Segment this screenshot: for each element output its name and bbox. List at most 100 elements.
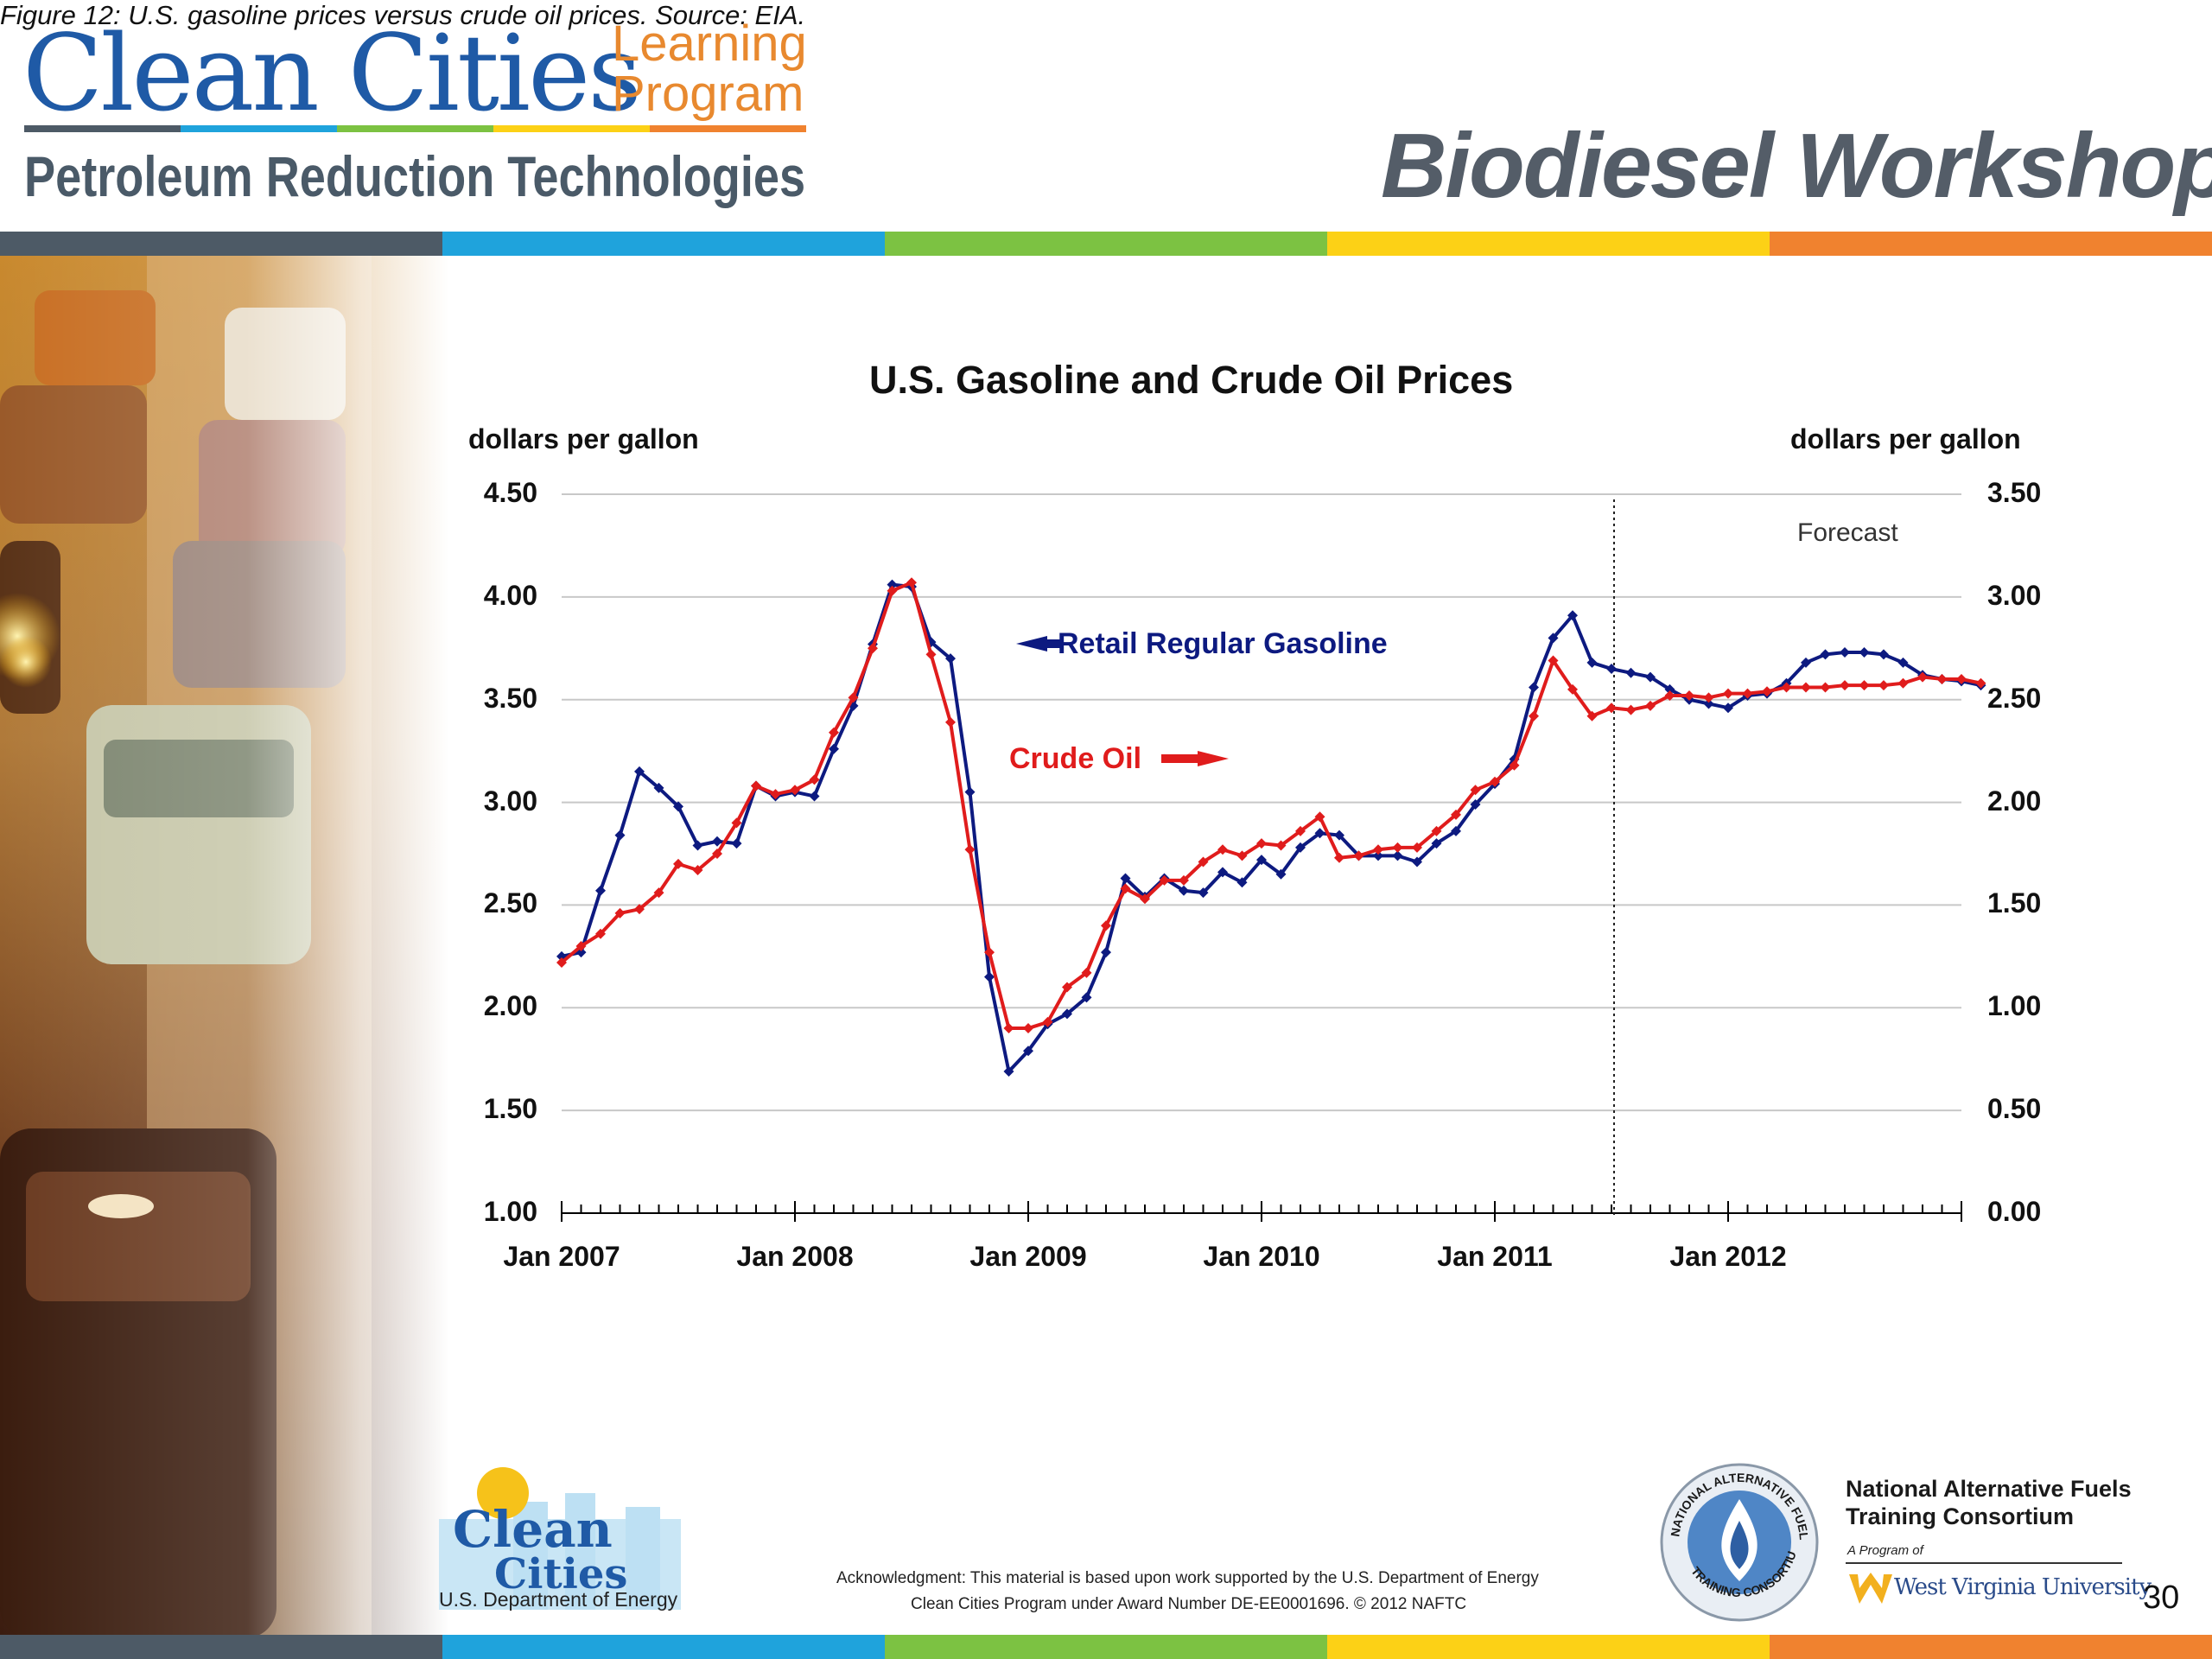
data-point (1723, 688, 1733, 699)
data-point (653, 782, 664, 793)
data-point (1878, 649, 1889, 660)
data-point (1198, 856, 1209, 868)
data-point (1179, 885, 1189, 896)
data-point (1975, 677, 1986, 689)
data-point (1470, 785, 1481, 796)
underline-segment (337, 125, 493, 132)
underline-segment (181, 125, 337, 132)
data-point (984, 947, 995, 958)
data-point (692, 865, 703, 876)
x-tick-label: Jan 2012 (1669, 1241, 1787, 1272)
traffic-photo (0, 256, 449, 1638)
data-point (1275, 868, 1287, 880)
data-point (731, 838, 742, 849)
data-point (1723, 702, 1733, 714)
data-point (887, 579, 898, 590)
data-point (1917, 671, 1928, 683)
data-point (964, 844, 976, 855)
y-tick-label-left: 2.50 (483, 887, 537, 919)
data-point (1820, 682, 1831, 693)
data-point (1586, 657, 1598, 668)
figure-caption: Figure 12: U.S. gasoline prices versus c… (0, 0, 806, 30)
data-point (945, 653, 956, 664)
data-point (848, 692, 859, 703)
x-tick-label: Jan 2011 (1437, 1241, 1553, 1272)
data-point (964, 786, 976, 798)
gridlines (562, 493, 1961, 1112)
data-point (1042, 1016, 1053, 1027)
data-point (1840, 647, 1850, 658)
workshop-title: Biodiesel Workshop (1381, 115, 2212, 217)
acknowledgment-line1: Acknowledgment: This material is based u… (836, 1569, 1539, 1587)
forecast-label: Forecast (1797, 518, 1898, 547)
data-point (925, 649, 937, 660)
data-point (1470, 798, 1481, 810)
data-point (1859, 680, 1870, 691)
gasoline-arrow (1016, 636, 1047, 652)
brand-title: Clean Cities (22, 12, 642, 135)
brand-learning-line2: Program (612, 66, 804, 122)
x-tick-label: Jan 2009 (969, 1241, 1087, 1272)
y-tick-label-right: 0.50 (1987, 1093, 2042, 1125)
data-point (1451, 825, 1461, 836)
wvu-label: West Virginia University (1894, 1574, 2152, 1600)
data-point (1897, 657, 1909, 668)
y-tick-label-left: 4.50 (483, 477, 537, 508)
data-point (1101, 920, 1111, 931)
data-point (1140, 893, 1150, 905)
data-point (1490, 776, 1500, 787)
footer-stripe-segment (1770, 1635, 2212, 1659)
data-point (712, 849, 722, 859)
data-point (1392, 850, 1403, 861)
y-axis-left-label: dollars per gallon (468, 423, 699, 454)
data-point (1275, 840, 1287, 851)
data-point (809, 791, 820, 802)
data-point (1295, 842, 1306, 853)
data-point (653, 887, 664, 899)
data-point (1179, 874, 1189, 886)
data-point (1859, 647, 1870, 658)
data-point (1062, 1008, 1072, 1020)
data-point (556, 957, 567, 968)
data-point (1295, 825, 1306, 836)
data-point (634, 766, 645, 777)
data-point (1120, 873, 1131, 884)
underline-segment (650, 125, 806, 132)
chart-title: U.S. Gasoline and Crude Oil Prices (869, 358, 1514, 402)
crude-arrow-shaft (1161, 754, 1199, 763)
data-point (1373, 844, 1383, 855)
data-point (829, 743, 839, 754)
data-point (1159, 874, 1170, 886)
data-point (1101, 947, 1111, 958)
data-point (1586, 710, 1598, 721)
data-point (1548, 632, 1559, 644)
data-point (1373, 850, 1383, 861)
data-point (868, 643, 878, 654)
data-point (1645, 700, 1656, 711)
data-point (1003, 1023, 1014, 1034)
y-tick-label-left: 1.50 (483, 1093, 537, 1125)
data-point (1606, 702, 1617, 714)
data-point (1236, 850, 1248, 861)
data-point (1451, 809, 1461, 820)
data-point (1217, 867, 1228, 878)
data-point (1897, 677, 1909, 689)
clean-cities-logo: Clean Cities (439, 1467, 681, 1610)
naftc-name-line1: National Alternative Fuels (1846, 1476, 2132, 1502)
header-stripe-segment (885, 232, 1327, 256)
annotation-arrows (1016, 636, 1229, 766)
data-point (673, 858, 683, 869)
data-point (790, 785, 800, 796)
data-point (1081, 992, 1092, 1003)
data-point (1567, 683, 1578, 695)
series-crude-oil (556, 577, 1986, 1034)
y-tick-label-right: 3.50 (1987, 477, 2042, 508)
gasoline-arrow-shaft (1046, 639, 1063, 648)
footer-stripe-segment (442, 1635, 885, 1659)
x-tick-label: Jan 2008 (736, 1241, 854, 1272)
data-point (1684, 690, 1694, 701)
brand-learning-program: Learning Program (612, 19, 807, 119)
data-point (1878, 680, 1889, 691)
header-stripe-segment (1327, 232, 1770, 256)
